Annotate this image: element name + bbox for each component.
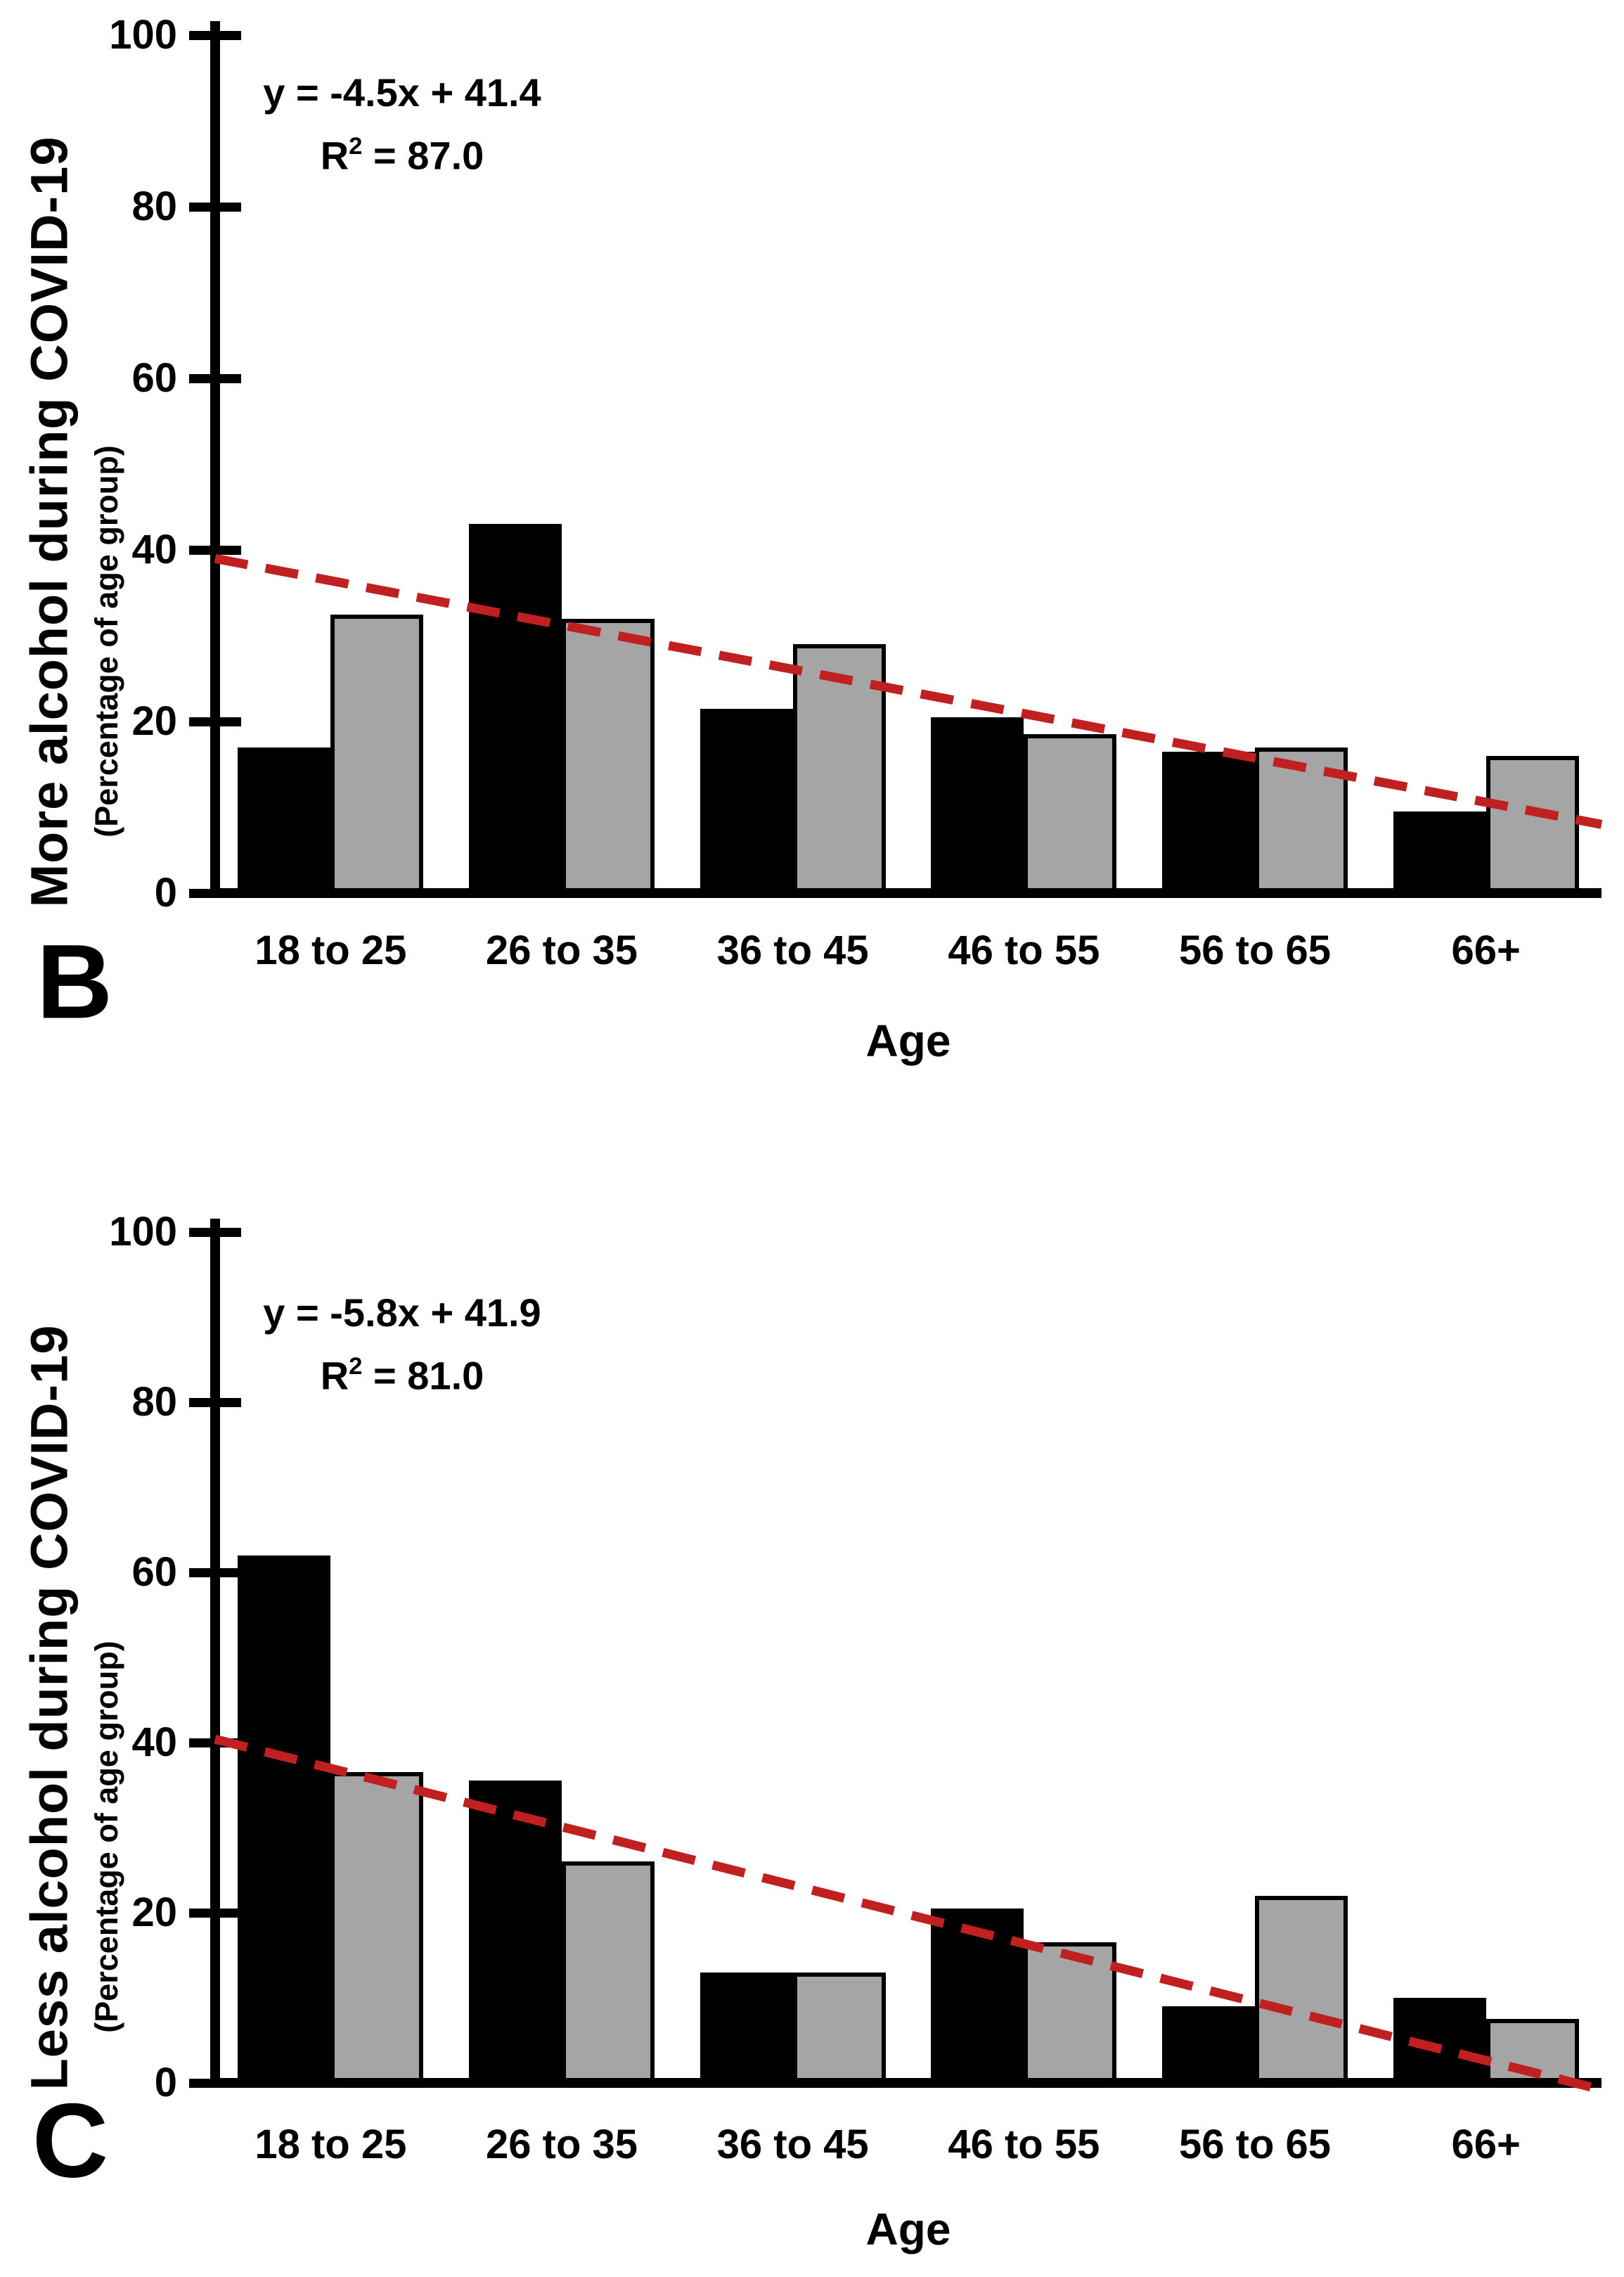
panel-c-bar-gray-56-to-65 [1255, 1895, 1348, 2083]
panel-b-x-axis-title: Age [865, 1015, 951, 1066]
panel-c-x-axis-line [210, 2078, 1602, 2088]
panel-c-y-tick-label-80: 80 [131, 1379, 177, 1425]
panel-c-y-axis-subtitle: (Percentage of age group) [89, 1641, 124, 2033]
panel-b-bar-black-26-to-35 [469, 524, 562, 893]
panel-b-y-tick-label-0: 0 [154, 870, 177, 916]
panel-b-letter: B [36, 922, 113, 1041]
panel-c-bar-black-18-to-25 [238, 1555, 331, 2083]
panel-b-trendline-dashed [214, 553, 1603, 829]
panel-b-y-axis-line [210, 21, 220, 898]
panel-b-y-tick-mark-100 [189, 30, 241, 40]
panel-c-bar-gray-26-to-35 [562, 1861, 655, 2083]
panel-c-y-axis-line [210, 1219, 220, 2088]
panel-b-equation-line: y = -4.5x + 41.4 [263, 70, 541, 115]
panel-b-r-squared-line: R2 = 87.0 [320, 133, 484, 178]
panel-b-x-tick-label-26-to-35: 26 to 35 [486, 928, 638, 973]
panel-b-bar-gray-18-to-25 [330, 614, 424, 893]
panel-c-x-tick-label-36-to-45: 36 to 45 [716, 2122, 869, 2167]
superscript-2: 2 [349, 133, 363, 160]
panel-b-bar-black-66+ [1393, 812, 1486, 893]
panel-b-regression-annotation: y = -4.5x + 41.4 R2 = 87.0 [184, 65, 620, 184]
panel-c-bar-black-26-to-35 [469, 1781, 562, 2083]
panel-c-equation-line: y = -5.8x + 41.9 [263, 1290, 541, 1335]
panel-c-x-tick-label-56-to-65: 56 to 65 [1179, 2122, 1331, 2167]
panel-c-y-tick-mark-60 [189, 1567, 241, 1577]
panel-b-y-axis-subtitle: (Percentage of age group) [89, 445, 124, 838]
panel-c-y-tick-label-20: 20 [131, 1890, 177, 1935]
panel-b-y-tick-label-80: 80 [131, 184, 177, 229]
panel-c-x-axis-title: Age [865, 2204, 951, 2254]
panel-b-bar-gray-46-to-55 [1024, 734, 1117, 893]
panel-b-y-tick-mark-40 [189, 545, 241, 555]
panel-c-r-squared-line: R2 = 81.0 [320, 1353, 484, 1398]
panel-b-y-tick-label-40: 40 [131, 527, 177, 572]
panel-c-trendline-segment [214, 1734, 1603, 2094]
panel-b-y-axis-title: More alcohol during COVID-19 [20, 136, 79, 908]
panel-c-x-tick-label-66+: 66+ [1451, 2122, 1521, 2167]
panel-c-x-tick-label-26-to-35: 26 to 35 [486, 2122, 638, 2167]
panel-c-x-tick-label-46-to-55: 46 to 55 [948, 2122, 1100, 2167]
panel-b-x-axis-line [210, 888, 1602, 898]
panel-c-letter: C [32, 2081, 109, 2200]
panel-b-y-tick-mark-60 [189, 373, 241, 383]
panel-b-x-tick-label-56-to-65: 56 to 65 [1179, 928, 1331, 973]
panel-b-bar-black-18-to-25 [238, 747, 331, 893]
panel-b-x-tick-label-36-to-45: 36 to 45 [716, 928, 869, 973]
panel-c-y-tick-mark-20 [189, 1908, 241, 1918]
superscript-2: 2 [349, 1353, 363, 1380]
panel-b-y-tick-mark-20 [189, 717, 241, 726]
panel-b-y-tick-mark-80 [189, 202, 241, 212]
panel-c-y-tick-label-100: 100 [109, 1209, 177, 1255]
panel-c-y-tick-label-40: 40 [131, 1719, 177, 1765]
panel-b-trendline-segment [214, 553, 1603, 829]
panel-c-y-tick-label-0: 0 [154, 2060, 177, 2105]
panel-c-y-axis-title: Less alcohol during COVID-19 [20, 1324, 79, 2091]
panel-c-y-tick-label-60: 60 [131, 1549, 177, 1595]
panel-c-x-tick-label-18-to-25: 18 to 25 [254, 2122, 407, 2167]
panel-b-y-tick-label-60: 60 [131, 355, 177, 401]
panel-c-y-tick-mark-100 [189, 1227, 241, 1237]
panel-b-y-tick-label-100: 100 [109, 12, 177, 58]
panel-b-y-tick-label-20: 20 [131, 698, 177, 744]
panel-c-y-tick-mark-80 [189, 1397, 241, 1407]
panel-c-bar-black-46-to-55 [931, 1908, 1024, 2083]
panel-c-regression-annotation: y = -5.8x + 41.9 R2 = 81.0 [184, 1285, 620, 1404]
panel-c-trendline-dashed [214, 1734, 1603, 2094]
panel-b-x-tick-label-66+: 66+ [1451, 928, 1521, 973]
panel-c-bar-gray-18-to-25 [330, 1772, 424, 2083]
panel-b-x-tick-label-18-to-25: 18 to 25 [254, 928, 407, 973]
panel-b-x-tick-label-46-to-55: 46 to 55 [948, 928, 1100, 973]
